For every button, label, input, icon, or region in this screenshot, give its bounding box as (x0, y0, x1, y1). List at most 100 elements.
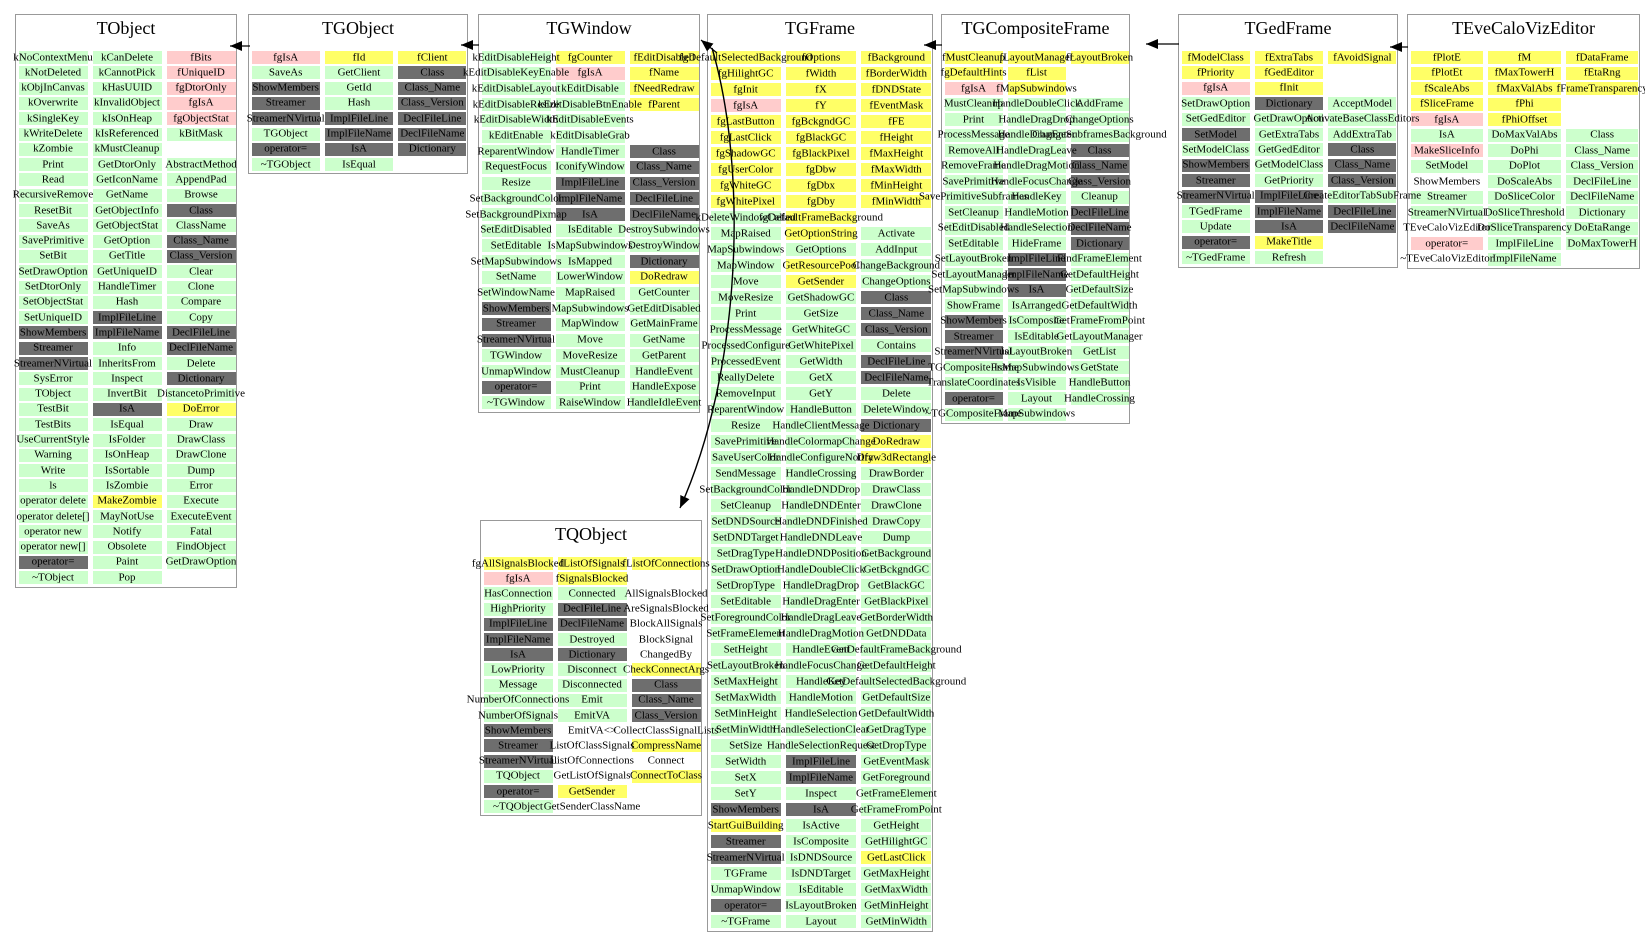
member-name: IsEditable (798, 883, 844, 895)
member-cell: kOverwrite (18, 96, 88, 110)
member-name: TGWindow (489, 349, 543, 362)
member-cell: MapRaised (710, 227, 781, 240)
member-cell: DoMaxTowerH (1565, 237, 1639, 250)
member-cell: GetLastClick (861, 851, 932, 864)
member-cell: RemoveInput (710, 387, 781, 400)
member-cell: Browse (166, 188, 236, 202)
member-name: Class_Version (1570, 159, 1634, 172)
member-cell: ShowMembers (251, 81, 320, 95)
member-cell: ImplFileLine (92, 311, 162, 325)
member-cell: GetBackground (861, 547, 932, 560)
member-name: Class (189, 204, 213, 216)
member-cell: TestBit (18, 402, 88, 416)
member-name: DeclFileName (400, 127, 465, 140)
member-cell: GetForeground (861, 771, 932, 784)
member-name: GetDtorOnly (97, 158, 157, 171)
member-cell: SetCleanup (944, 206, 1003, 219)
member-cell: DeclFileName (1067, 221, 1132, 235)
member-cell: fDataFrame (1565, 51, 1639, 64)
member-name: HandleDragDrop (782, 579, 860, 591)
member-cell: SavePrimitiveSubframes (919, 190, 1028, 204)
member-name: BlockSignal (638, 633, 694, 645)
member-cell: GetOption (92, 234, 162, 248)
member-cell: HandleConfigureNotify (768, 451, 874, 464)
member-name: ReparentWindow (477, 145, 555, 158)
member-name: AddInput (875, 243, 918, 255)
member-name: AddExtraTab (1332, 128, 1392, 140)
member-cell: Class (398, 66, 467, 80)
member-cell: DoRedraw (861, 435, 932, 448)
member-cell: Dictionary (166, 372, 236, 386)
member-name: GetOption (103, 234, 151, 247)
member-name: fFrameTransparency (1556, 82, 1645, 94)
member-name: IsA (510, 648, 526, 661)
member-name: Clone (187, 280, 215, 293)
member-cell: GetHilightGC (861, 835, 932, 848)
member-cell: fName (629, 66, 699, 80)
member-cell: fgIsA (710, 99, 781, 112)
member-cell: RemoveFrame (941, 159, 1006, 173)
member-cell: MapSubwindows (551, 302, 629, 316)
member-cell: ~TGObject (251, 158, 320, 172)
member-cell: SetModel (1410, 159, 1484, 173)
member-cell: HighPriority (483, 602, 553, 616)
member-name: IsMapped (568, 255, 612, 268)
member-name: AddFrame (1075, 97, 1124, 110)
member-cell: ImplFileLine (1254, 189, 1324, 203)
member-name: DestroyWindow (627, 239, 701, 252)
member-name: DoSliceColor (1494, 190, 1555, 203)
member-name: ChangeOptions (862, 275, 931, 287)
member-cell: IsDNDSource (785, 851, 857, 864)
member-name: SavePrimitive (942, 175, 1005, 187)
member-cell: HandleKey (1007, 190, 1066, 204)
member-cell: ConnectToClass (630, 769, 702, 783)
member-name: ShowMembers (1413, 175, 1481, 187)
member-name: fgInit (733, 83, 758, 95)
member-cell: fInit (1254, 81, 1324, 95)
member-name: Warning (34, 448, 72, 461)
member-cell: fgWhitePixel (710, 195, 781, 208)
member-name: ProcessedConfigure (701, 339, 790, 351)
member-cell: GetGedEditor (1254, 143, 1324, 157)
member-cell: GetLayoutManager (1056, 330, 1143, 343)
member-cell: ReallyDelete (710, 371, 781, 384)
member-cell: BlockSignal (631, 633, 701, 646)
member-cell: SetBackgroundPixmap (465, 208, 567, 221)
member-cell: fListOfConnections (622, 557, 710, 570)
member-name: ClassName (175, 219, 227, 232)
member-cell: IsA (1007, 283, 1066, 297)
member-name: fScaleAbs (1424, 82, 1470, 94)
member-cell: Dump (861, 531, 932, 544)
member-name: Class_Name (173, 234, 229, 247)
member-cell: DeleteWindow (861, 403, 932, 416)
member-cell: SetMaxWidth (710, 691, 781, 704)
member-name: SetGedEditor (1185, 112, 1246, 125)
class-title: TGCompositeFrame (961, 18, 1110, 38)
member-cell: GetTitle (92, 249, 162, 263)
member-name: HighPriority (490, 602, 546, 615)
member-name: HandleDragEnter (782, 595, 860, 607)
member-cell: GetOptions (785, 243, 857, 256)
member-cell: SetHeight (710, 643, 781, 656)
member-cell: SetEditDisabled (938, 221, 1009, 235)
member-name: DistancetoPrimitive (157, 387, 245, 400)
member-name: SetMinHeight (714, 707, 777, 719)
member-name: HandleDNDDrop (781, 483, 861, 495)
member-cell: kZombie (18, 142, 88, 156)
member-cell: GetBorderWidth (860, 611, 933, 624)
member-cell: fgLastButton (710, 115, 781, 128)
member-name: Print (579, 380, 601, 393)
member-cell: fBits (166, 51, 236, 64)
member-cell: HandleDNDLeave (780, 531, 862, 544)
member-name: IsEditable (567, 223, 613, 236)
member-cell: kEditDisableKeyEnable (463, 66, 569, 80)
member-cell: GetOptionString (784, 227, 858, 240)
member-cell: fMaxHeight (861, 147, 932, 160)
member-cell: GetSender (785, 275, 857, 288)
member-name: GetMaxHeight (863, 867, 930, 879)
member-name: ~TGObject (260, 158, 311, 171)
member-name: TQObject (496, 769, 540, 782)
member-cell: fMapSubwindows (996, 82, 1077, 95)
member-name: Class_Name (1574, 144, 1630, 156)
member-cell: SetEditable (710, 595, 781, 608)
